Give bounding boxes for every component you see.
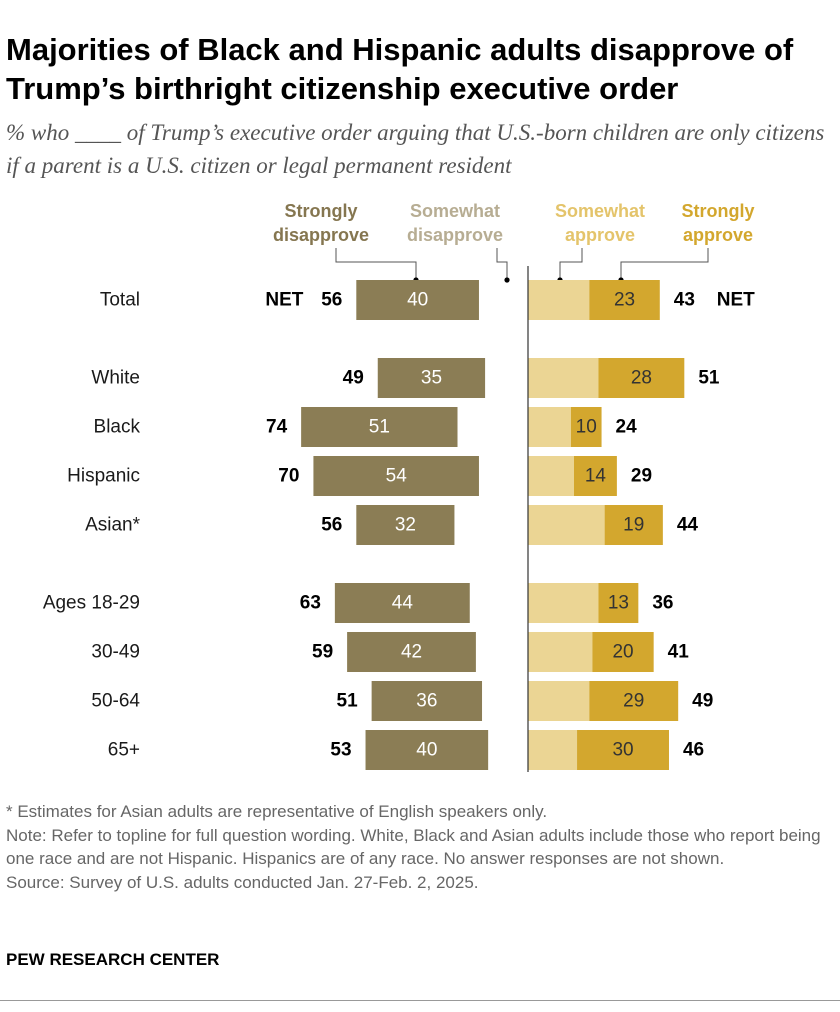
- net-approve-white: 51: [698, 368, 720, 389]
- legend-somewhat-disapprove-line2: disapprove: [407, 225, 503, 245]
- chart-footer: * Estimates for Asian adults are represe…: [6, 800, 834, 894]
- row-label-65: 65+: [108, 740, 140, 761]
- value-strongly-approve-hispanic: 14: [585, 466, 607, 487]
- legend-strongly-approve-line2: approve: [683, 225, 753, 245]
- net-approve-asian: 44: [677, 515, 699, 536]
- bar-somewhat-approve-asian: [528, 505, 605, 545]
- bar-strongly-disapprove-white: [377, 358, 486, 398]
- row-label-white: White: [91, 368, 140, 389]
- value-strongly-disapprove-black: 51: [369, 417, 390, 438]
- value-strongly-disapprove-ages-18-29: 44: [392, 593, 414, 614]
- net-label-right: NET: [717, 290, 755, 311]
- value-strongly-approve-total: 23: [614, 290, 635, 311]
- bar-strongly-approve-hispanic: [573, 456, 617, 496]
- net-disapprove-65: 53: [330, 740, 351, 761]
- value-strongly-approve-asian: 19: [623, 515, 644, 536]
- bar-strongly-disapprove-total: [356, 280, 479, 320]
- row-label-ages-18-29: Ages 18-29: [43, 593, 140, 614]
- value-strongly-disapprove-30-49: 42: [401, 642, 422, 663]
- legend-strongly-approve-line1: Strongly: [681, 201, 754, 221]
- net-approve-total: 43: [674, 290, 695, 311]
- value-strongly-approve-black: 10: [576, 417, 597, 438]
- bar-strongly-disapprove-30-49: [347, 632, 476, 672]
- value-strongly-approve-ages-18-29: 13: [608, 593, 629, 614]
- bar-strongly-disapprove-black: [301, 407, 458, 447]
- chart-title: Majorities of Black and Hispanic adults …: [6, 32, 794, 106]
- bar-strongly-disapprove-ages-18-29: [334, 583, 470, 623]
- bar-somewhat-approve-ages-18-29: [528, 583, 599, 623]
- value-strongly-disapprove-white: 35: [421, 368, 442, 389]
- pew-logo-text: PEW RESEARCH CENTER: [6, 950, 220, 969]
- net-label-left: NET: [265, 290, 303, 311]
- bar-strongly-disapprove-65: [365, 730, 489, 770]
- row-label-30-49: 30-49: [91, 642, 140, 663]
- net-disapprove-50-64: 51: [337, 691, 359, 712]
- source-text: Source: Survey of U.S. adults conducted …: [6, 872, 479, 892]
- bar-somewhat-approve-50-64: [528, 681, 590, 721]
- legend-somewhat-approve-line1: Somewhat: [555, 201, 645, 221]
- value-strongly-disapprove-hispanic: 54: [386, 466, 408, 487]
- bar-strongly-approve-65: [577, 730, 669, 770]
- legend-strongly-disapprove-line2: disapprove: [273, 225, 369, 245]
- chart-subtitle: % who ____ of Trump’s executive order ar…: [6, 120, 825, 178]
- value-strongly-disapprove-65: 40: [416, 740, 437, 761]
- bar-strongly-approve-total: [589, 280, 660, 320]
- net-disapprove-white: 49: [343, 368, 364, 389]
- bar-strongly-approve-black: [570, 407, 602, 447]
- bar-strongly-disapprove-50-64: [371, 681, 483, 721]
- bar-strongly-approve-white: [598, 358, 685, 398]
- legend-leader-somewhat-disapprove: [496, 248, 508, 280]
- net-approve-black: 24: [616, 417, 638, 438]
- net-disapprove-asian: 56: [321, 515, 342, 536]
- net-disapprove-30-49: 59: [312, 642, 333, 663]
- legend-strongly-disapprove-line1: Strongly: [284, 201, 357, 221]
- row-label-hispanic: Hispanic: [67, 466, 140, 487]
- net-approve-30-49: 41: [668, 642, 690, 663]
- asterisk-note: * Estimates for Asian adults are represe…: [6, 802, 548, 821]
- row-label-total: Total: [100, 290, 140, 311]
- bar-strongly-approve-ages-18-29: [598, 583, 639, 623]
- legend-leader-somewhat-approve: [559, 248, 583, 280]
- legend-leader-strongly-disapprove: [335, 248, 417, 280]
- bar-somewhat-approve-white: [528, 358, 599, 398]
- net-disapprove-total: 56: [321, 290, 342, 311]
- row-label-50-64: 50-64: [91, 691, 140, 712]
- bottom-divider: [0, 1000, 840, 1001]
- bar-somewhat-approve-total: [528, 280, 590, 320]
- bar-strongly-disapprove-asian: [356, 505, 455, 545]
- note-text: Note: Refer to topline for full question…: [6, 825, 821, 869]
- bar-somewhat-approve-hispanic: [528, 456, 574, 496]
- bar-somewhat-approve-65: [528, 730, 578, 770]
- value-strongly-approve-white: 28: [631, 368, 652, 389]
- value-strongly-disapprove-asian: 32: [395, 515, 416, 536]
- value-strongly-approve-65: 30: [612, 740, 633, 761]
- legend-leader-strongly-approve: [620, 248, 709, 280]
- legend-somewhat-approve-line2: approve: [565, 225, 635, 245]
- bar-strongly-approve-30-49: [592, 632, 654, 672]
- net-approve-50-64: 49: [692, 691, 713, 712]
- legend-somewhat-disapprove-line1: Somewhat: [410, 201, 500, 221]
- legend-marker-somewhat-disapprove: [504, 277, 510, 283]
- row-label-black: Black: [94, 417, 141, 438]
- diverging-bar-chart: Strongly disapprove Somewhat disapprove Some…: [43, 201, 755, 772]
- net-disapprove-black: 74: [266, 417, 288, 438]
- value-strongly-approve-30-49: 20: [612, 642, 633, 663]
- value-strongly-disapprove-50-64: 36: [416, 691, 437, 712]
- bar-strongly-approve-asian: [604, 505, 663, 545]
- net-approve-hispanic: 29: [631, 466, 652, 487]
- bar-strongly-approve-50-64: [589, 681, 679, 721]
- net-approve-ages-18-29: 36: [652, 593, 673, 614]
- row-label-asian: Asian*: [85, 515, 141, 536]
- net-disapprove-ages-18-29: 63: [300, 593, 321, 614]
- bar-somewhat-approve-black: [528, 407, 571, 447]
- value-strongly-approve-50-64: 29: [623, 691, 644, 712]
- net-disapprove-hispanic: 70: [278, 466, 299, 487]
- bar-somewhat-approve-30-49: [528, 632, 593, 672]
- bar-strongly-disapprove-hispanic: [313, 456, 479, 496]
- net-approve-65: 46: [683, 740, 704, 761]
- value-strongly-disapprove-total: 40: [407, 290, 428, 311]
